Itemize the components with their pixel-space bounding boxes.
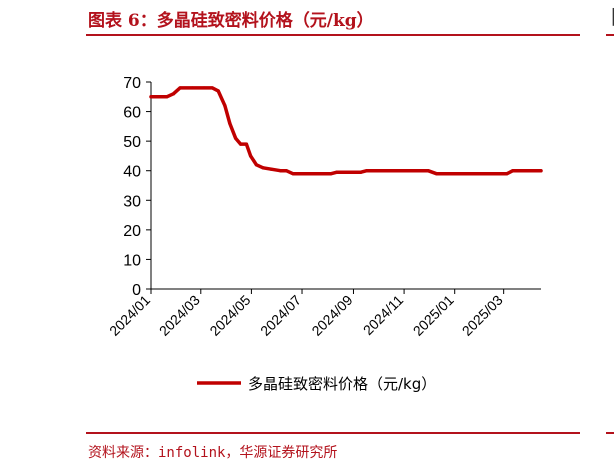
x-axis: 2024/01 2024/03 2024/05 2024/07 2024/09 2024/… xyxy=(106,288,541,339)
x-tick-label: 2025/03 xyxy=(459,292,506,339)
x-tick-label: 2025/01 xyxy=(410,292,457,339)
data-point xyxy=(210,86,215,90)
bottom-rule-right xyxy=(606,432,614,434)
bottom-rule xyxy=(86,432,580,434)
data-point xyxy=(223,104,227,108)
figure-title: 图表 6：多晶硅致密料价格（元/kg） xyxy=(88,11,374,31)
data-point xyxy=(392,169,396,173)
legend: 多晶硅致密料价格（元/kg） xyxy=(197,375,436,393)
next-figure-marker: ▐ xyxy=(607,8,614,26)
data-point xyxy=(171,92,176,96)
data-point xyxy=(269,167,273,171)
top-rule-right xyxy=(606,34,614,36)
data-point xyxy=(291,172,295,176)
source-note: 资料来源：infolink，华源证券研究所 xyxy=(88,445,338,461)
x-tick-label: 2024/11 xyxy=(360,292,407,339)
data-point xyxy=(202,86,206,90)
y-tick-label: 70 xyxy=(123,75,141,92)
data-point xyxy=(426,169,430,173)
y-tick-label: 30 xyxy=(123,193,141,210)
data-point xyxy=(365,169,369,173)
data-point xyxy=(329,172,333,176)
series-layer xyxy=(149,86,543,176)
x-tick-label: 2024/07 xyxy=(257,292,304,339)
data-point xyxy=(278,169,283,173)
y-tick-label: 60 xyxy=(123,105,141,122)
x-tick-label: 2024/05 xyxy=(206,292,253,339)
y-axis: 0 10 20 30 40 50 60 70 xyxy=(123,75,152,299)
x-tick-label: 2024/01 xyxy=(106,292,153,339)
data-point xyxy=(244,142,249,146)
data-point xyxy=(178,86,182,90)
data-point xyxy=(228,121,232,125)
data-point xyxy=(254,163,258,167)
data-point xyxy=(468,172,473,176)
data-point xyxy=(239,142,243,146)
data-point xyxy=(307,172,312,176)
data-point xyxy=(234,136,238,140)
y-tick-label: 0 xyxy=(132,282,141,299)
x-tick-label: 2024/09 xyxy=(308,292,355,339)
data-point xyxy=(216,89,220,93)
data-point xyxy=(149,95,153,99)
x-tick-label: 2024/03 xyxy=(156,292,203,339)
data-point xyxy=(539,169,543,173)
data-point xyxy=(359,170,363,174)
data-point xyxy=(248,154,253,158)
data-point xyxy=(511,169,515,173)
y-tick-label: 10 xyxy=(123,252,141,269)
legend-label: 多晶硅致密料价格（元/kg） xyxy=(248,375,436,393)
data-point xyxy=(494,172,498,176)
y-tick-label: 20 xyxy=(123,223,141,240)
y-tick-label: 40 xyxy=(123,164,141,181)
y-tick-label: 50 xyxy=(123,134,141,151)
data-point xyxy=(165,95,169,99)
data-point xyxy=(190,86,195,90)
top-rule xyxy=(86,34,580,36)
data-point xyxy=(335,170,339,174)
data-point xyxy=(434,172,439,176)
data-point xyxy=(505,172,509,176)
data-point xyxy=(284,169,288,173)
price-series-line xyxy=(149,86,543,176)
data-point xyxy=(261,166,265,170)
